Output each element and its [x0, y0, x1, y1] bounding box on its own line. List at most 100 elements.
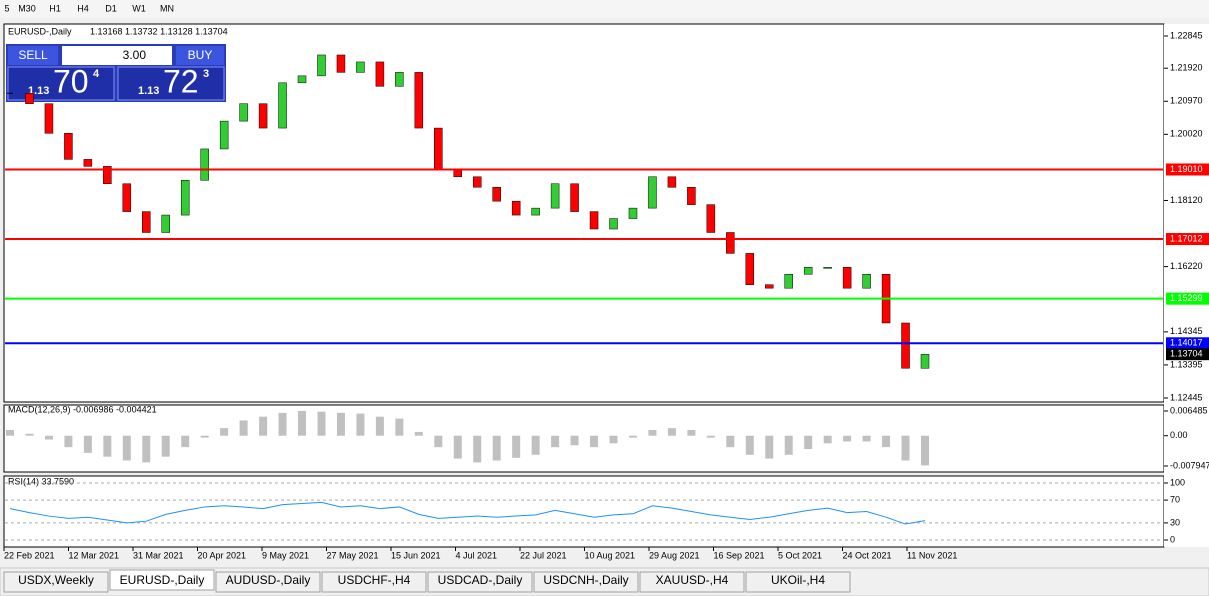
timeframe-label[interactable]: MN	[160, 3, 174, 13]
candle	[336, 54, 346, 73]
candle	[44, 103, 54, 134]
candle	[434, 127, 443, 171]
macd-bar	[220, 428, 229, 436]
y-tick-label: 1.18120	[1170, 195, 1203, 205]
price-main: 72	[163, 63, 199, 99]
timeframe-label[interactable]: H4	[77, 3, 89, 13]
tab-label[interactable]: USDCAD-,Daily	[438, 573, 523, 587]
price-box[interactable]	[117, 66, 225, 101]
timeframe-label[interactable]: W1	[132, 3, 146, 13]
buy-label[interactable]: BUY	[188, 48, 213, 62]
lot-value[interactable]: 3.00	[123, 48, 147, 62]
candle	[414, 72, 424, 129]
time-label: 11 Nov 2021	[907, 550, 957, 560]
macd-bar	[551, 435, 560, 448]
candle	[823, 267, 832, 269]
candle	[589, 211, 599, 230]
candle	[180, 180, 190, 216]
macd-bar	[239, 420, 248, 436]
candle	[375, 61, 385, 87]
candle	[609, 218, 618, 230]
ohlc: 1.13168 1.13732 1.13128 1.13704	[90, 26, 228, 36]
macd-bar	[628, 435, 637, 438]
candle	[472, 176, 482, 188]
tab[interactable]	[3, 571, 109, 593]
tab-label[interactable]: AUDUSD-,Daily	[226, 573, 311, 587]
y-tick-label: 1.16220	[1170, 261, 1203, 271]
y-tick-label: -0.007947	[1170, 460, 1209, 470]
lot-input[interactable]	[62, 46, 172, 65]
macd-bar	[706, 435, 715, 438]
candle	[901, 322, 910, 369]
tab-label[interactable]: USDX,Weekly	[18, 573, 94, 587]
candle	[765, 284, 774, 289]
macd-bar	[609, 435, 618, 444]
macd-bar	[434, 435, 443, 448]
tab[interactable]	[321, 571, 427, 593]
macd-bar	[823, 435, 832, 444]
macd-bar	[590, 435, 599, 448]
candle	[122, 183, 132, 212]
macd-bar	[414, 431, 423, 436]
time-label: 5 Oct 2021	[778, 550, 822, 560]
toolbar	[0, 0, 1209, 18]
macd-bar	[200, 435, 209, 438]
candle	[842, 267, 852, 289]
candle	[745, 253, 755, 285]
tab-label[interactable]: UKOil-,H4	[771, 573, 825, 587]
timeframe-label[interactable]: D1	[105, 3, 117, 13]
tab[interactable]	[215, 571, 321, 593]
tab-label[interactable]: USDCNH-,Daily	[543, 573, 628, 587]
tab[interactable]	[533, 571, 639, 593]
time-label: 20 Apr 2021	[198, 550, 247, 560]
tab[interactable]	[745, 571, 851, 593]
time-label: 15 Jun 2021	[391, 550, 441, 560]
price-scale	[1164, 24, 1209, 547]
y-tick-label: 1.20020	[1170, 129, 1203, 139]
price-main: 70	[53, 63, 89, 99]
level-tag	[1166, 163, 1209, 176]
tab[interactable]	[109, 569, 215, 591]
macd-bar	[921, 435, 929, 466]
candle	[317, 54, 326, 77]
candle	[219, 120, 229, 150]
macd-bar	[726, 435, 735, 448]
macd-bar	[298, 410, 307, 436]
sell-label[interactable]: SELL	[18, 48, 48, 62]
y-tick-label: 1.14345	[1170, 326, 1203, 336]
macd-bar	[25, 433, 34, 436]
macd-bar	[901, 435, 910, 461]
macd-bar	[6, 429, 14, 436]
buy-button[interactable]	[176, 46, 224, 65]
time-label: 10 Aug 2021	[585, 550, 636, 560]
timeframe-label[interactable]: M30	[18, 3, 36, 13]
time-label: 12 Mar 2021	[69, 550, 120, 560]
tab[interactable]	[427, 571, 533, 593]
candle	[492, 186, 501, 202]
timeframe-label[interactable]: 5	[4, 3, 9, 13]
tab-label[interactable]: USDCHF-,H4	[338, 573, 411, 587]
macd-bar	[765, 435, 774, 459]
macd-bar	[473, 435, 482, 463]
candle	[628, 207, 638, 219]
macd-bar	[181, 435, 190, 448]
y-tick-label: 70	[1170, 494, 1180, 504]
candle	[511, 200, 521, 216]
tab-label[interactable]: XAUUSD-,H4	[656, 573, 729, 587]
tab[interactable]	[639, 571, 745, 593]
macd-bar	[336, 412, 345, 436]
level-label: 1.17012	[1170, 233, 1203, 243]
y-tick-label: 1.21920	[1170, 63, 1203, 73]
macd-bar	[667, 428, 676, 436]
macd-bar	[745, 435, 754, 455]
timeframe-label[interactable]: H1	[49, 3, 61, 13]
symbol: EURUSD-,Daily	[8, 26, 72, 36]
sell-button[interactable]	[8, 46, 58, 65]
macd-bar	[142, 435, 151, 463]
macd-bar	[512, 435, 521, 458]
macd-bar	[83, 435, 92, 453]
tab-label[interactable]: EURUSD-,Daily	[120, 573, 205, 587]
candle	[356, 61, 365, 73]
macd-bar	[862, 435, 871, 442]
candle	[687, 186, 696, 205]
